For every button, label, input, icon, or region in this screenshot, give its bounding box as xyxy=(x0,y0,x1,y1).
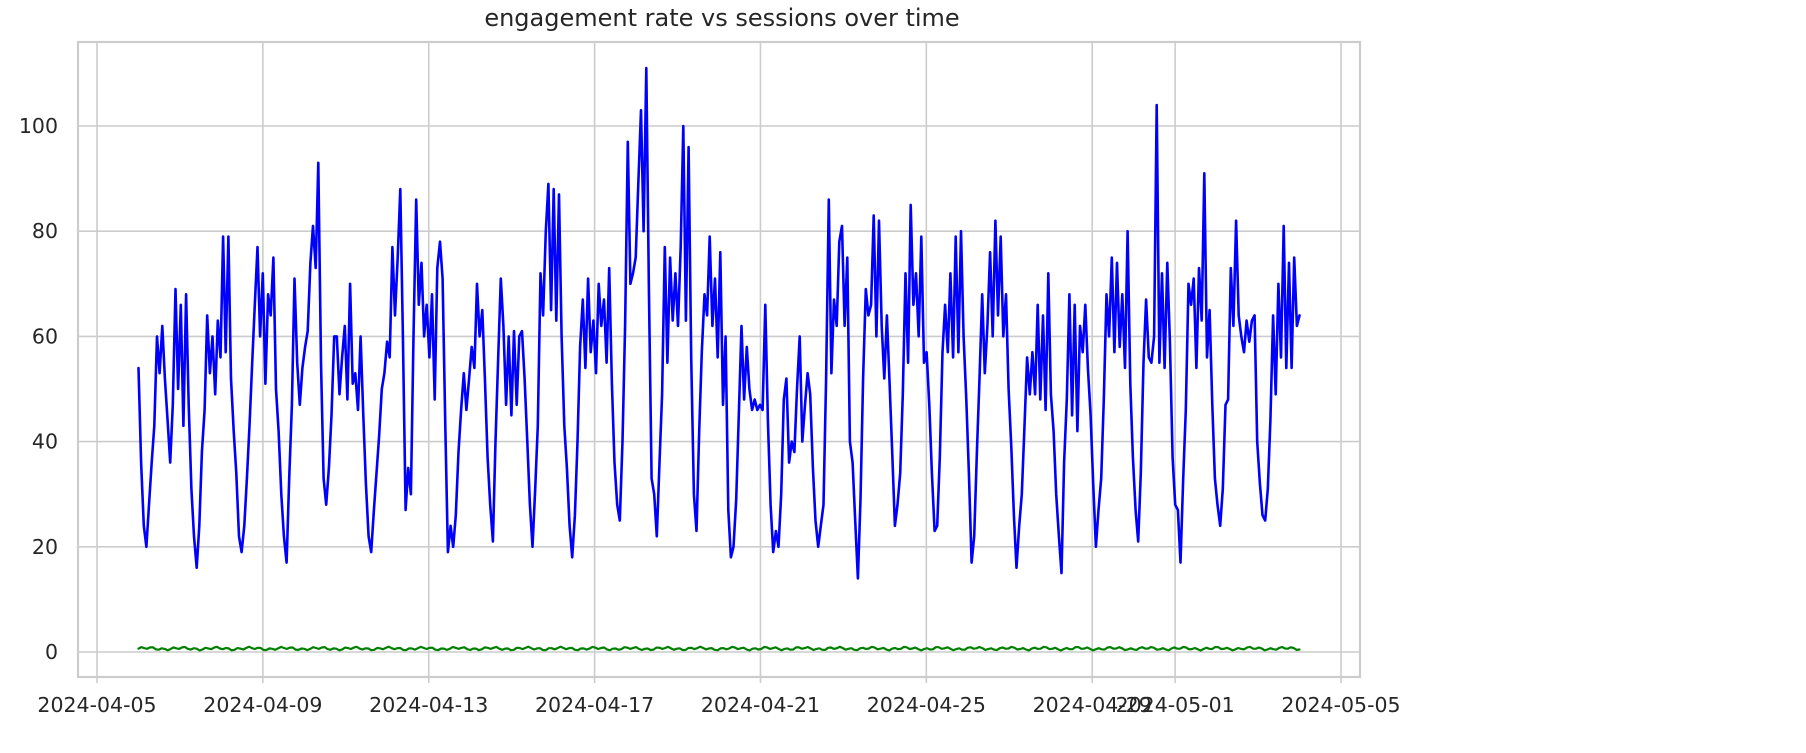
y-tick-label: 20 xyxy=(32,535,58,559)
series-line-2 xyxy=(137,645,1301,652)
x-axis-ticks: 2024-04-05 2024-04-09 2024-04-13 2024-04-17… xyxy=(37,677,1401,717)
y-tick-label: 0 xyxy=(45,640,58,664)
x-tick-label: 2024-04-25 xyxy=(867,693,986,717)
x-tick-label: 2024-05-05 xyxy=(1281,693,1400,717)
series-layer xyxy=(137,66,1301,652)
plot-frame xyxy=(76,40,1362,679)
x-tick-label: 2024-04-29 xyxy=(1033,693,1152,717)
y-gridlines xyxy=(78,125,1360,653)
y-tick-label: 100 xyxy=(19,114,58,138)
x-tick-label: 2024-04-05 xyxy=(37,693,156,717)
x-tick-label: 2024-05-01 xyxy=(1116,693,1235,717)
x-tick-label: 2024-04-09 xyxy=(203,693,322,717)
x-gridlines xyxy=(96,42,1342,677)
x-tick-label: 2024-04-17 xyxy=(535,693,654,717)
y-tick-label: 60 xyxy=(32,324,58,348)
x-tick-label: 2024-04-21 xyxy=(701,693,820,717)
y-axis-ticks: 0 20 40 60 80 100 xyxy=(19,114,58,664)
x-tick-label: 2024-04-13 xyxy=(369,693,488,717)
chart-title: engagement rate vs sessions over time xyxy=(484,4,959,32)
series-line-1 xyxy=(137,66,1301,580)
y-tick-label: 80 xyxy=(32,219,58,243)
y-tick-label: 40 xyxy=(32,430,58,454)
